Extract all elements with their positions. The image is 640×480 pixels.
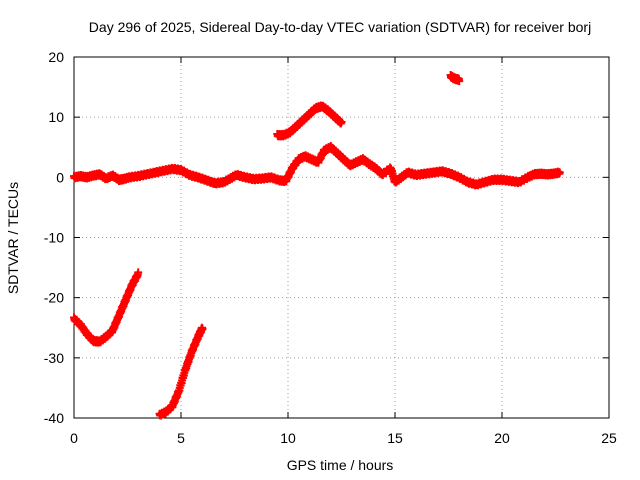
x-tick-label: 0 bbox=[70, 430, 78, 446]
y-tick-label: -30 bbox=[44, 350, 64, 366]
series-baseline bbox=[70, 142, 564, 190]
y-axis-label: SDTVAR / TECUs bbox=[5, 182, 21, 294]
y-tick-label: -40 bbox=[44, 410, 64, 426]
series-lower-ramp bbox=[155, 323, 207, 420]
x-tick-label: 15 bbox=[387, 430, 403, 446]
data-point bbox=[455, 77, 464, 86]
y-axis-ticks: -40 -30 -20 -10 0 10 20 bbox=[44, 49, 609, 426]
x-tick-label: 10 bbox=[280, 430, 296, 446]
series-left-dip bbox=[70, 268, 143, 347]
data-point bbox=[337, 117, 346, 126]
y-tick-label: 10 bbox=[48, 109, 64, 125]
series-arc bbox=[273, 101, 346, 141]
x-axis-ticks: 0 5 10 15 20 25 bbox=[70, 57, 617, 446]
y-tick-label: 0 bbox=[56, 169, 64, 185]
grid-lines bbox=[74, 57, 609, 418]
data-point bbox=[555, 168, 564, 177]
series-isolated bbox=[446, 71, 464, 86]
y-tick-label: 20 bbox=[48, 49, 64, 65]
x-axis-label: GPS time / hours bbox=[287, 457, 394, 473]
data-point bbox=[134, 268, 143, 277]
x-tick-label: 20 bbox=[494, 430, 510, 446]
data-point bbox=[198, 324, 207, 333]
x-tick-label: 5 bbox=[177, 430, 185, 446]
y-tick-label: -20 bbox=[44, 290, 64, 306]
data-points bbox=[70, 71, 564, 420]
chart-title: Day 296 of 2025, Sidereal Day-to-day VTE… bbox=[89, 19, 591, 35]
y-tick-label: -10 bbox=[44, 230, 64, 246]
x-tick-label: 25 bbox=[601, 430, 617, 446]
